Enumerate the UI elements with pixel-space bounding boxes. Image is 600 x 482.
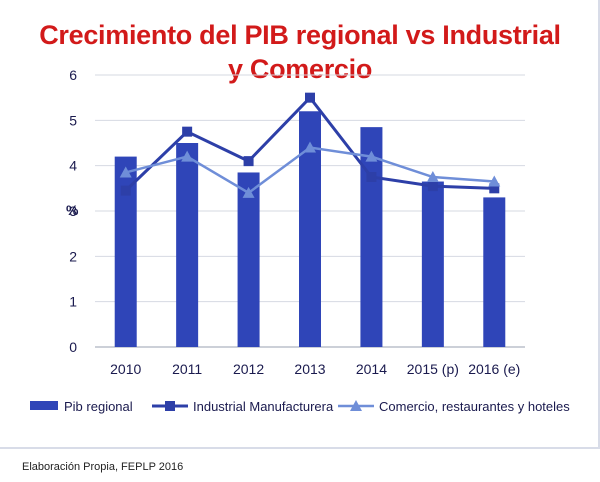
industrial-marker <box>182 126 193 137</box>
industrial-marker <box>243 156 254 167</box>
comercio-marker <box>181 150 194 162</box>
x-tick-label: 2016 (e) <box>468 361 520 377</box>
legend-swatch-pib <box>30 401 58 410</box>
bar <box>421 181 444 347</box>
x-tick-label: 2015 (p) <box>407 361 459 377</box>
y-tick-label: 3 <box>69 203 77 219</box>
x-tick-label: 2011 <box>172 361 202 377</box>
bar <box>176 143 199 347</box>
bar <box>360 127 383 347</box>
bar <box>299 111 321 348</box>
y-tick-label: 0 <box>69 339 77 355</box>
chart-title: Crecimiento del PIB regional vs Industri… <box>0 18 600 86</box>
industrial-marker <box>489 183 500 194</box>
bar <box>114 156 137 347</box>
industrial-marker <box>120 185 131 196</box>
y-tick-label: 6 <box>69 67 77 83</box>
source-note: Elaboración Propia, FEPLP 2016 <box>22 461 184 473</box>
legend-label-industrial: Industrial Manufacturera <box>193 399 334 414</box>
industrial-marker <box>305 92 315 103</box>
legend-marker-comercio <box>350 400 362 411</box>
legend-label-comercio: Comercio, restaurantes y hoteles <box>379 399 570 414</box>
bar <box>237 172 260 347</box>
comercio-marker <box>488 175 501 187</box>
y-tick-label: 1 <box>69 294 77 310</box>
chart-title-line-1: Crecimiento del PIB regional vs Industri… <box>39 20 561 50</box>
bar <box>483 197 506 347</box>
legend-label-pib: Pib regional <box>64 399 133 414</box>
y-axis-label: % <box>66 202 79 218</box>
y-tick-label: 5 <box>69 112 77 128</box>
x-tick-label: 2010 <box>110 361 141 377</box>
comercio-marker <box>365 150 378 162</box>
x-tick-label: 2013 <box>294 361 325 377</box>
comercio-marker <box>242 186 255 198</box>
comercio-marker <box>119 166 132 178</box>
industrial-marker <box>366 172 377 182</box>
x-tick-label: 2014 <box>356 361 387 377</box>
chart-title-line-2: y Comercio <box>227 54 373 84</box>
chart-frame <box>0 0 600 449</box>
industrial-marker <box>427 181 438 192</box>
chart-area: 0 1 2 3 4 5 6% 2010 2011 2012 2013 2014 2015 (p) 2016… <box>30 67 570 414</box>
y-tick-label: 2 <box>69 248 77 264</box>
y-tick-label: 4 <box>69 158 77 174</box>
comercio-marker <box>304 141 316 153</box>
x-tick-label: 2012 <box>233 361 264 377</box>
comercio-marker <box>426 171 439 182</box>
legend-marker-industrial <box>165 401 175 411</box>
